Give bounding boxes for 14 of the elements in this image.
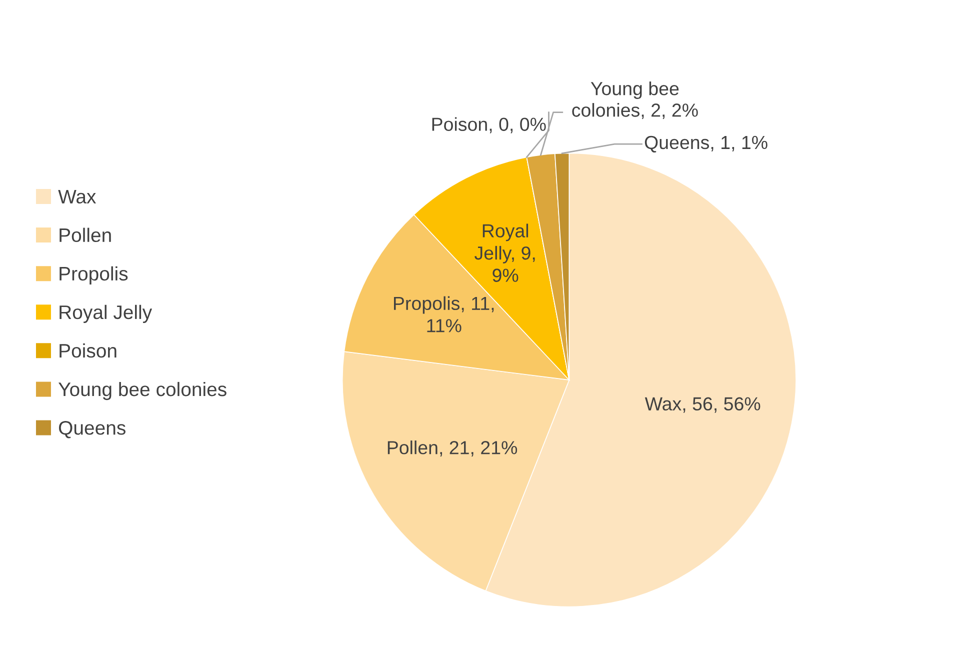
data-label: Queens, 1, 1% [644,136,768,152]
legend-label: Pollen [60,228,111,242]
legend-label: Young bee colonies [58,382,226,400]
legend-label: Wax [58,190,96,204]
data-label: Wax, 56, 56% [644,397,760,413]
data-label: Propolis, 11, 11% [394,296,494,332]
legend-label: Royal Jelly [60,304,152,323]
legend-label: Poison [60,343,116,358]
data-label: Royal Jelly, 9, 9% [474,224,535,282]
legend-label: Queens [58,421,126,438]
text: Poison, 0, 0% [432,117,546,134]
data-label: Pollen, 21, 21% [388,440,518,456]
data-label: Young bee colonies, 2, 2% [572,81,698,120]
legend-label: Propolis [60,266,128,284]
